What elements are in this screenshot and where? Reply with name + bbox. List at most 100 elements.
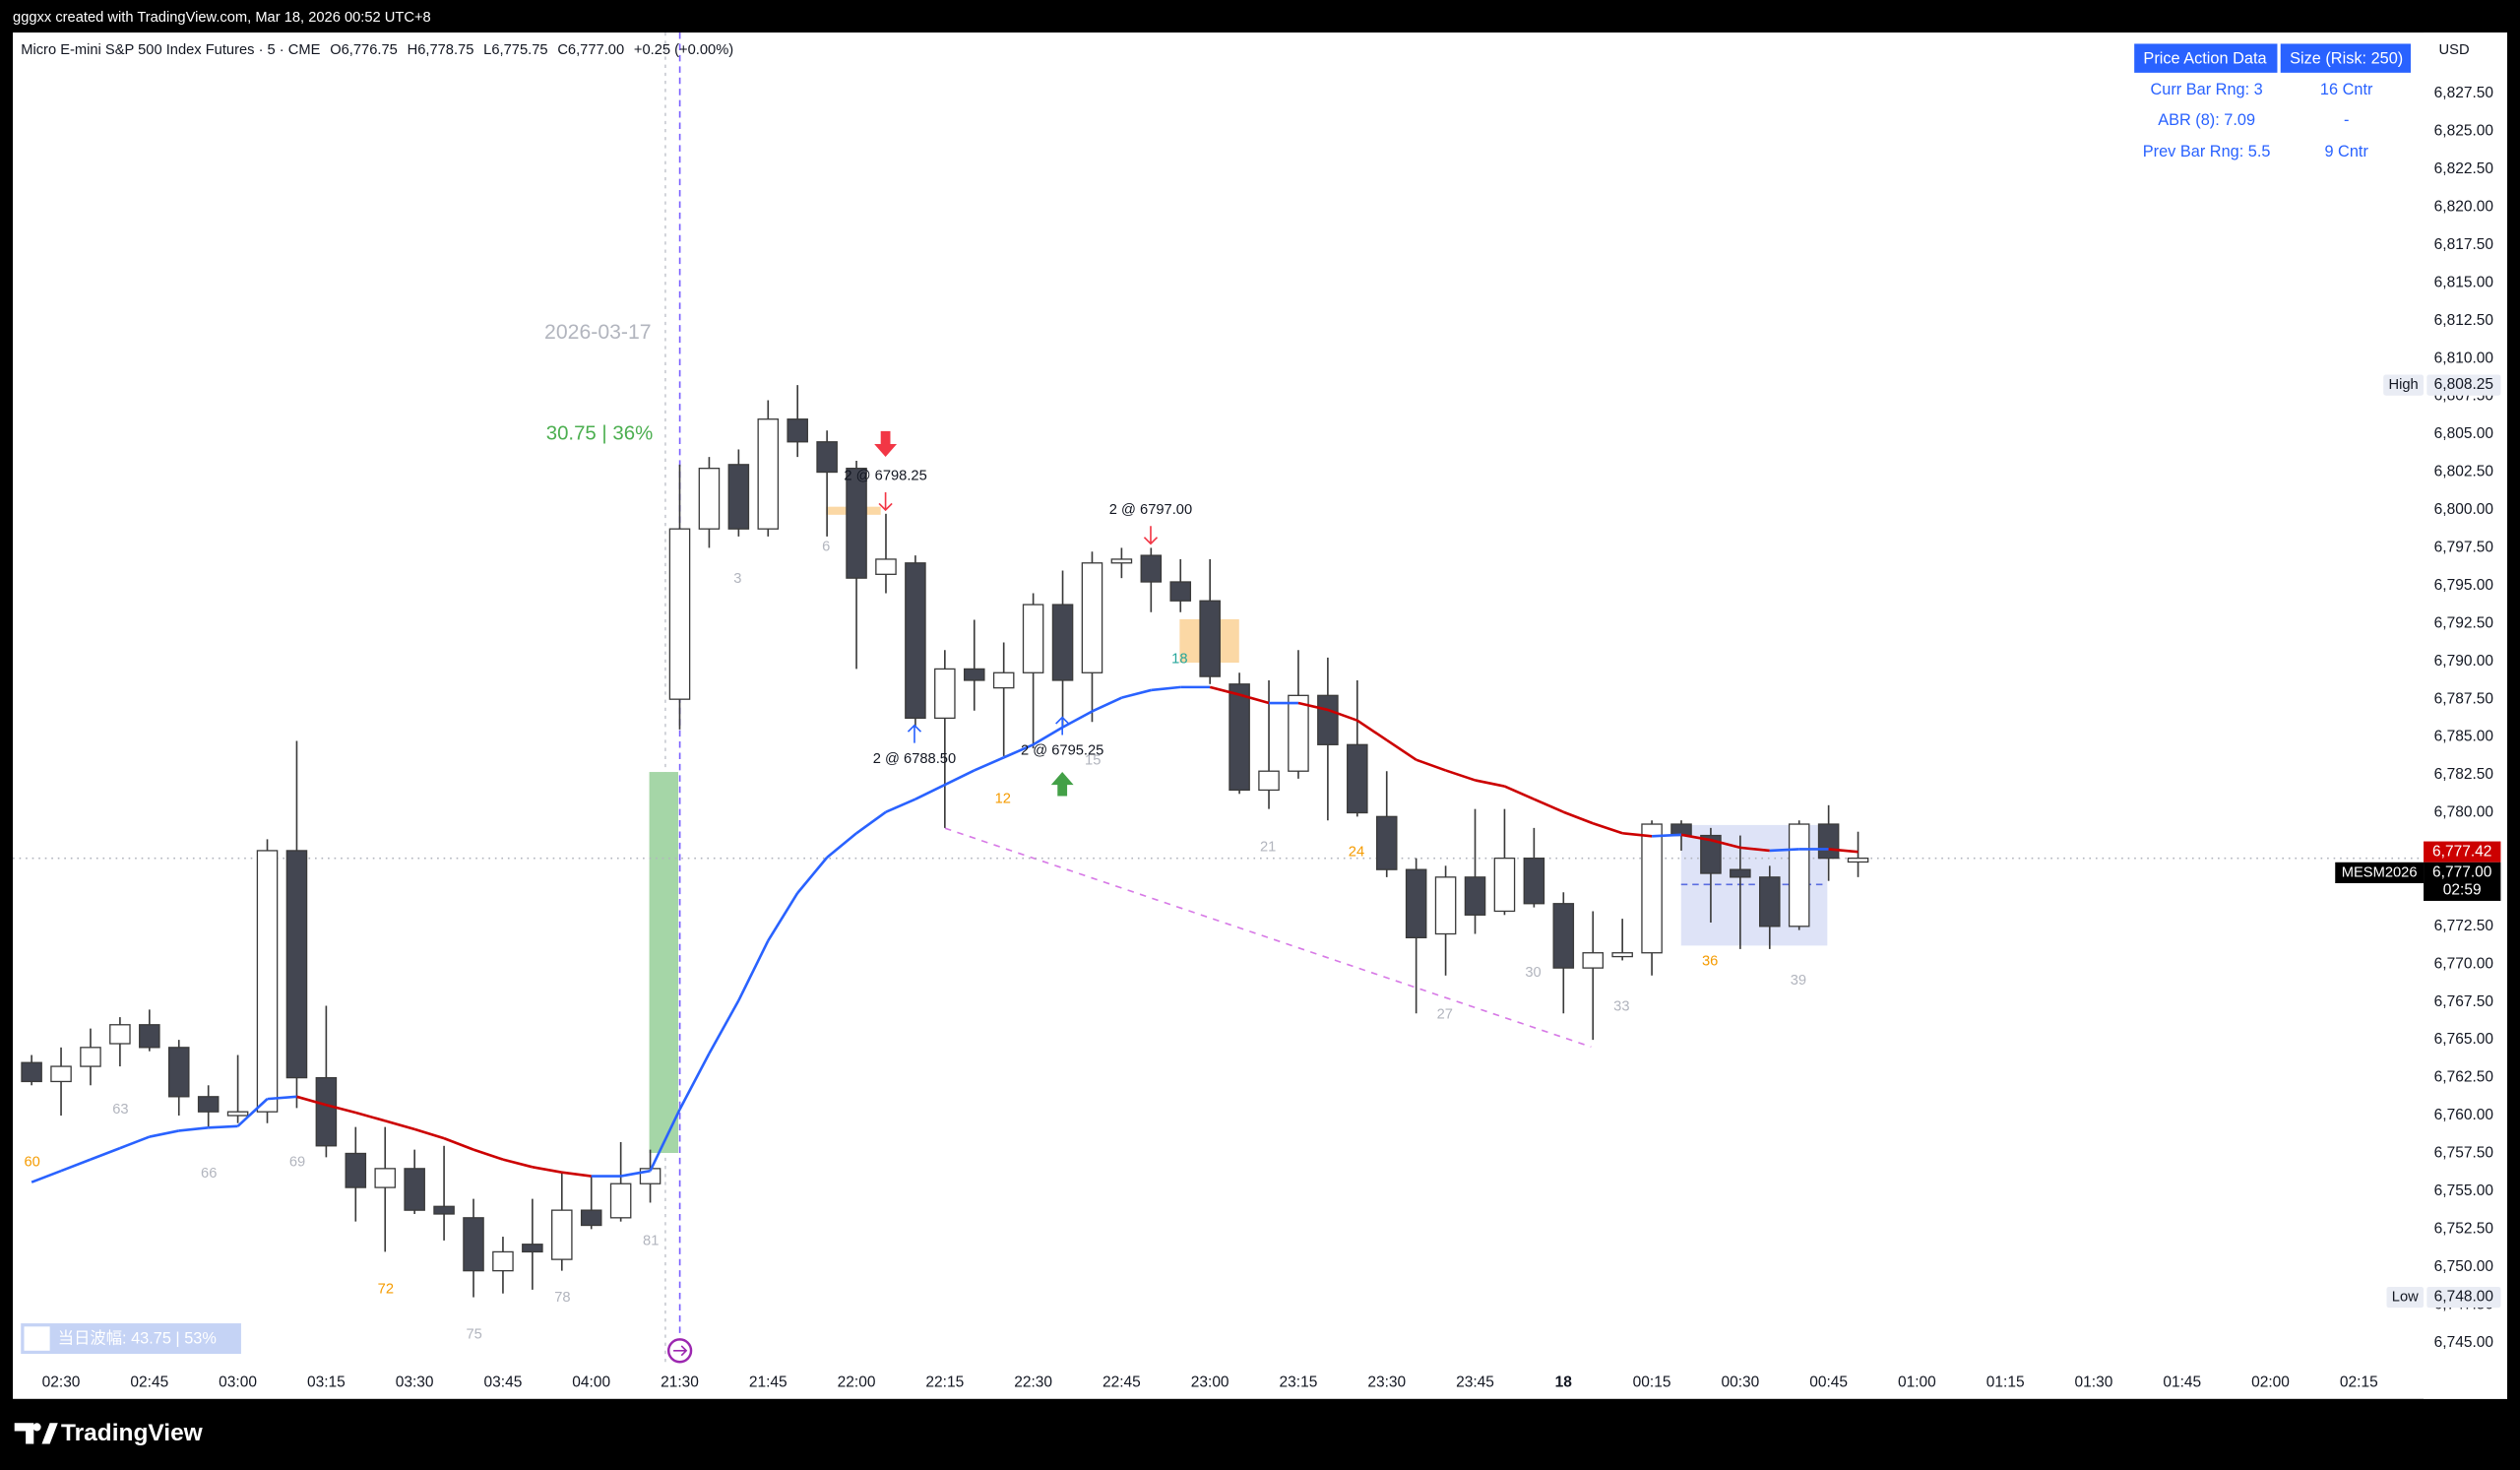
moving-average [1769, 848, 1799, 853]
bar-count: 66 [201, 1166, 217, 1182]
moving-average [532, 1166, 563, 1174]
moving-average [1710, 838, 1741, 850]
candle-body [846, 468, 867, 579]
x-tick-label: 00:15 [1633, 1374, 1671, 1391]
table-header: Price Action Data [2143, 49, 2267, 67]
annotation: 2 @ 6788.50 [873, 751, 956, 767]
symbol-legend: Micro E-mini S&P 500 Index Futures · 5 ·… [21, 42, 733, 58]
candle-body [1641, 823, 1663, 954]
x-tick-label: 21:30 [661, 1374, 699, 1391]
y-tick-label: 6,762.50 [2434, 1069, 2494, 1086]
candle-body [1228, 683, 1250, 792]
y-tick-label: 6,772.50 [2434, 918, 2494, 934]
x-tick-label: 03:00 [219, 1374, 257, 1391]
candle-body [1405, 868, 1427, 939]
moving-average [296, 1095, 327, 1107]
bar-count: 36 [1702, 954, 1718, 970]
low-tag: Low [2392, 1289, 2419, 1305]
price-axis [2424, 32, 2507, 1399]
candle-body [1258, 770, 1280, 792]
moving-average [1356, 719, 1388, 741]
y-tick-label: 6,787.50 [2434, 690, 2494, 707]
x-tick-label: 23:45 [1456, 1374, 1494, 1391]
candle-body [1523, 857, 1545, 905]
y-tick-label: 6,760.00 [2434, 1107, 2494, 1123]
x-tick-label: 23:15 [1280, 1374, 1318, 1391]
ohlc-high: H6,778.75 [408, 42, 474, 58]
candle-body [1788, 823, 1810, 927]
x-tick-label: 22:45 [1102, 1374, 1141, 1391]
y-tick-label: 6,750.00 [2434, 1258, 2494, 1275]
moving-average [472, 1148, 504, 1161]
table-header: Size (Risk: 250) [2290, 49, 2403, 67]
day-range-swatch [24, 1326, 50, 1351]
candle-body [580, 1209, 602, 1227]
y-tick-label: 6,785.00 [2434, 729, 2494, 745]
x-tick-label: 03:30 [396, 1374, 434, 1391]
candle-body [50, 1065, 72, 1083]
low-tag-bg [2386, 1286, 2425, 1309]
x-tick-label: 01:15 [1986, 1374, 2025, 1391]
bar-count: 18 [1171, 652, 1187, 668]
candle-body [1582, 952, 1604, 969]
y-tick-label: 6,782.50 [2434, 766, 2494, 783]
moving-average [678, 1053, 711, 1111]
candle-body [21, 1061, 42, 1083]
moving-average [649, 1109, 681, 1172]
moving-average [1297, 701, 1329, 712]
x-tick-label: 22:00 [838, 1374, 876, 1391]
high-badge-label: 6,808.25 [2434, 376, 2493, 393]
bar-count: 6 [822, 539, 830, 554]
candle-body [1110, 558, 1133, 564]
buy-arrow [1055, 716, 1070, 735]
footer-logo [14, 1423, 58, 1444]
sell-signal [874, 430, 898, 458]
x-tick-label: 00:30 [1721, 1374, 1759, 1391]
candle-body [1464, 876, 1486, 916]
moving-average [31, 1169, 62, 1183]
bar-count: 21 [1260, 840, 1276, 856]
last-price-label: 6,777.00 [2432, 863, 2492, 880]
candle-body [374, 1168, 397, 1188]
candle-body [285, 850, 308, 1079]
candle-body [1847, 857, 1869, 863]
bar-count: 69 [289, 1155, 305, 1171]
y-tick-label: 6,817.50 [2434, 236, 2494, 253]
candle-body [1700, 834, 1722, 874]
sell-arrow [878, 491, 893, 512]
table-cell: 9 Cntr [2324, 143, 2368, 160]
bar-count: 78 [554, 1290, 570, 1306]
candle-body [1375, 815, 1398, 870]
moving-average [384, 1119, 415, 1131]
bar-count: 3 [733, 571, 741, 587]
range-bar [649, 772, 678, 1153]
currency: USD [2439, 42, 2470, 58]
bar-count: 63 [112, 1102, 128, 1118]
trend-line [944, 827, 1592, 1049]
moving-average [60, 1158, 92, 1173]
moving-average [737, 939, 770, 1001]
x-tick-label: 03:45 [484, 1374, 523, 1391]
candle-body [139, 1024, 160, 1049]
bar-count: 30 [1525, 965, 1541, 981]
x-tick-label: 21:45 [749, 1374, 788, 1391]
y-tick-label: 6,797.50 [2434, 539, 2494, 555]
high-tag: High [2389, 377, 2419, 393]
candle-body [197, 1096, 220, 1113]
bar-count: 81 [643, 1234, 659, 1249]
x-tick-label: 01:00 [1898, 1374, 1936, 1391]
y-tick-label: 6,792.50 [2434, 614, 2494, 631]
ohlc-open: O6,776.75 [330, 42, 398, 58]
high-badge-bg [2426, 374, 2501, 396]
candle-body [80, 1047, 101, 1067]
bar-count: 33 [1613, 998, 1629, 1014]
y-tick-label: 6,825.00 [2434, 123, 2494, 140]
countdown: 02:59 [2443, 881, 2482, 898]
moving-average [236, 1098, 269, 1127]
candle-body [905, 562, 926, 720]
y-tick-label: 6,767.50 [2434, 993, 2494, 1010]
candle-body [875, 558, 897, 575]
moving-average [1562, 810, 1594, 825]
y-tick-label: 6,815.00 [2434, 274, 2494, 290]
